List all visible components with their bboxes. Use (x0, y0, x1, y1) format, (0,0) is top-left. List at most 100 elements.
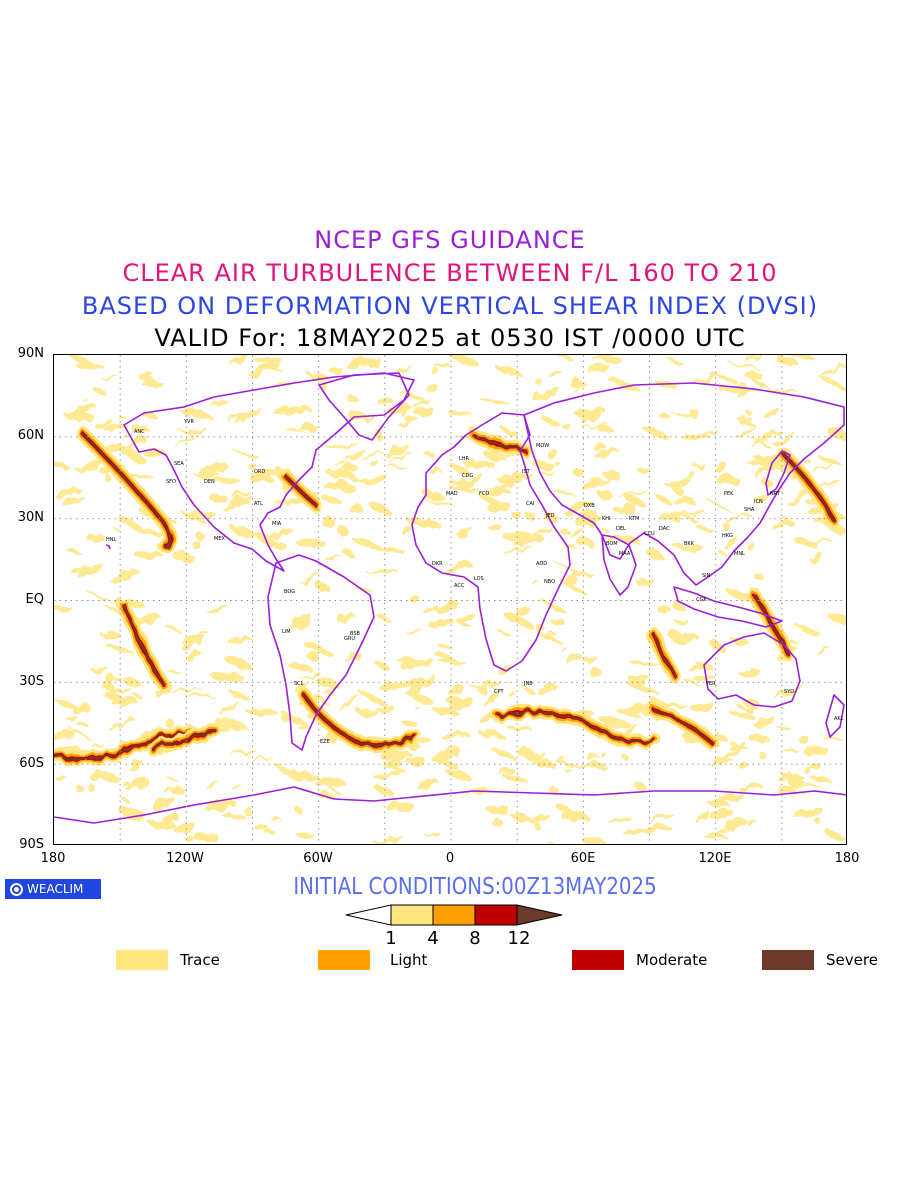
trace-turbulence-patch (608, 377, 641, 392)
trace-turbulence-patch (243, 806, 252, 815)
trace-turbulence-patch (373, 773, 390, 780)
trace-turbulence-patch (128, 762, 145, 772)
trace-turbulence-patch (166, 670, 184, 674)
trace-turbulence-patch (744, 409, 753, 415)
trace-turbulence-patch (199, 473, 221, 478)
trace-turbulence-patch (714, 474, 740, 485)
trace-turbulence-patch (344, 450, 366, 460)
station-label: MOW (536, 443, 549, 449)
trace-turbulence-patch (223, 654, 253, 670)
trace-turbulence-patch (412, 405, 434, 416)
trace-turbulence-patch (702, 428, 717, 433)
trace-turbulence-patch (103, 643, 136, 655)
trace-turbulence-patch (230, 492, 253, 497)
trace-turbulence-patch (439, 661, 467, 665)
station-label: SEA (174, 461, 184, 467)
trace-turbulence-patch (535, 633, 562, 643)
trace-turbulence-patch (431, 468, 442, 476)
trace-turbulence-patch (194, 833, 221, 843)
trace-turbulence-patch (482, 692, 501, 705)
trace-turbulence-patch (561, 542, 578, 550)
trace-turbulence-patch (448, 684, 464, 696)
trace-turbulence-patch (397, 417, 418, 426)
station-label: KTM (629, 516, 639, 522)
trace-turbulence-patch (90, 667, 110, 673)
trace-turbulence-patch (358, 690, 389, 707)
trace-turbulence-patch (692, 523, 717, 535)
trace-turbulence-patch (132, 776, 147, 784)
trace-turbulence-patch (679, 510, 705, 516)
trace-turbulence-patch (253, 474, 275, 483)
trace-turbulence-patch (648, 812, 670, 821)
trace-turbulence-patch (170, 688, 203, 693)
trace-turbulence-patch (161, 786, 174, 791)
legend-label-light: Light (390, 951, 428, 969)
jet-streak-areas (54, 428, 841, 766)
trace-turbulence-patch (659, 513, 674, 522)
trace-turbulence-patch (252, 824, 269, 830)
trace-turbulence-patch (608, 818, 633, 824)
colorbar-tick-4: 4 (427, 928, 439, 949)
trace-turbulence-patch (190, 510, 218, 518)
trace-turbulence-patch (525, 688, 535, 694)
trace-turbulence-patch (449, 486, 481, 492)
trace-turbulence-patch (54, 604, 73, 612)
trace-turbulence-patch (708, 799, 731, 810)
trace-turbulence-patch (820, 480, 841, 486)
trace-turbulence-patch (807, 763, 822, 770)
station-label: MEX (214, 536, 225, 542)
trace-turbulence-patch (263, 828, 275, 835)
trace-turbulence-patch (245, 813, 254, 818)
trace-turbulence-patch (249, 362, 280, 378)
trace-turbulence-patch (489, 487, 511, 494)
trace-turbulence-patch (391, 757, 401, 768)
trace-turbulence-patch (743, 355, 766, 362)
station-label: NBO (544, 579, 555, 585)
trace-turbulence-patch (85, 533, 106, 542)
trace-turbulence-patch (445, 696, 476, 706)
station-label: KHI (602, 516, 611, 522)
lat-label-90s: 90S (19, 837, 44, 852)
trace-turbulence-patch (314, 777, 345, 788)
weaclim-badge[interactable]: WEACLIM (5, 879, 101, 899)
trace-turbulence-patch (127, 779, 148, 792)
trace-turbulence-patch (792, 622, 822, 635)
lat-label-eq: EQ (25, 592, 44, 607)
station-label: HNL (106, 537, 117, 543)
trace-turbulence-patch (650, 697, 669, 709)
trace-turbulence-patch (735, 703, 747, 711)
trace-turbulence-patch (775, 725, 792, 730)
trace-turbulence-patch (171, 551, 195, 562)
trace-turbulence-patch (814, 646, 830, 654)
trace-turbulence-patch (792, 536, 816, 548)
trace-turbulence-patch (121, 797, 131, 804)
trace-turbulence-patch (554, 562, 584, 576)
trace-turbulence-patch (628, 660, 659, 666)
station-label: JED (545, 513, 555, 519)
trace-turbulence-patch (737, 761, 748, 769)
trace-turbulence-patch (503, 613, 533, 628)
trace-turbulence-patch (751, 378, 771, 391)
trace-turbulence-patch (735, 428, 759, 438)
asia-coastline (523, 382, 845, 586)
trace-turbulence-patch (226, 637, 253, 644)
trace-turbulence-patch (229, 689, 239, 695)
lon-label-60w: 60W (303, 851, 333, 866)
station-label: AKL (834, 716, 844, 722)
trace-turbulence-patch (822, 737, 844, 742)
trace-turbulence-patch (680, 432, 709, 439)
station-label: DEL (616, 526, 626, 532)
trace-turbulence-patch (822, 828, 844, 841)
trace-turbulence-patch (550, 355, 573, 360)
trace-turbulence-patch (535, 760, 556, 769)
trace-turbulence-patch (405, 630, 423, 636)
trace-turbulence-patch (672, 543, 705, 552)
trace-turbulence-patch (427, 618, 455, 628)
trace-turbulence-patch (585, 755, 600, 761)
trace-turbulence-patch (593, 355, 611, 361)
trace-turbulence-patch (55, 775, 66, 781)
trace-turbulence-patch (763, 408, 781, 419)
trace-turbulence-patch (714, 463, 728, 473)
trace-turbulence-patch (598, 715, 631, 728)
trace-turbulence-patch (601, 527, 609, 533)
